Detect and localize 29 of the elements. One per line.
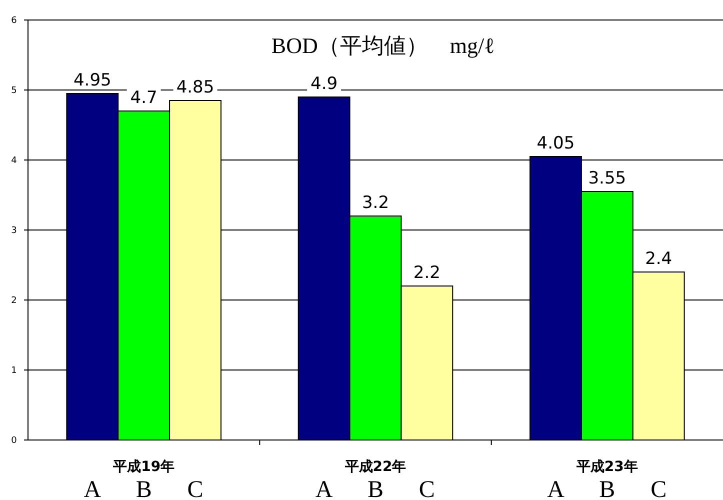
y-tick-label: 5 [11,86,17,96]
text: C [650,477,667,500]
y-tick-label: 3 [11,226,17,236]
data-label: 4.95 [73,70,112,90]
text: A [547,477,564,500]
data-label: 3.55 [588,168,626,188]
x-tick-label: 平成19年 [112,459,175,475]
y-tick-label: 2 [11,296,17,306]
x-tick-label: 平成23年 [575,459,638,475]
data-label: 4.9 [310,74,338,94]
text: A [315,477,333,500]
y-tick-label: 6 [11,16,18,26]
series-label: A [84,477,102,500]
series-label: C [187,477,204,500]
data-label: 4.05 [536,134,575,154]
data-label: 4.7 [130,88,158,108]
y-tick-label: 1 [11,366,17,376]
data-label: 3.2 [362,193,390,213]
data-label: 4.85 [176,78,214,98]
data-label: 2.4 [645,249,672,269]
text: C [418,477,435,500]
data-label: 2.2 [413,263,440,283]
text: BOD（平均値） mg/ℓ [271,33,495,58]
text: B [599,477,616,500]
y-tick-label: 4 [11,156,18,166]
series-label: B [136,477,152,500]
x-tick-label: 平成22年 [344,459,406,475]
y-tick-label: 0 [11,436,18,446]
text: B [367,477,384,500]
